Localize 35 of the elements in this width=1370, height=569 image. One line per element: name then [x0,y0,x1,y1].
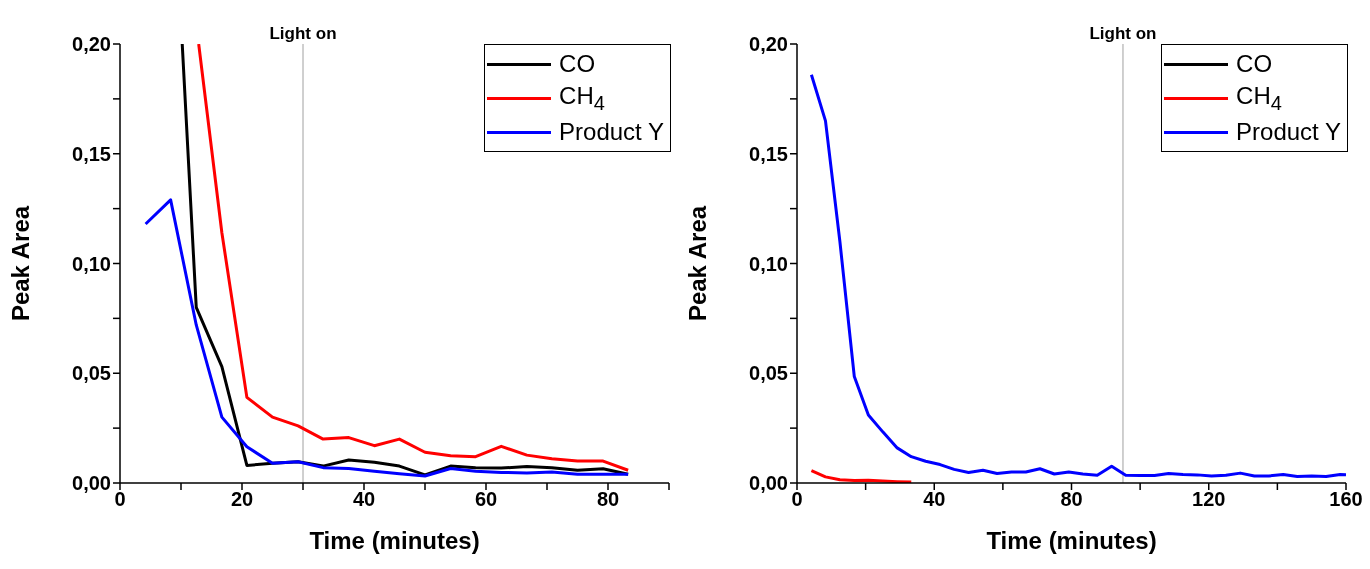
x-tick-label: 40 [352,488,376,511]
y-tick-label: 0,10 [749,252,788,275]
y-axis-title: Peak Area [683,205,711,322]
x-tick-label: 80 [1060,488,1083,511]
x-tick-label: 0 [791,488,803,511]
y-tick-label: 0,15 [749,142,788,165]
x-tick-label: 120 [1192,488,1226,511]
x-axis-title: Time (minutes) [986,527,1157,554]
y-tick-label: 0,20 [72,33,111,56]
x-tick-label: 0 [114,488,126,511]
y-tick-label: 0,20 [749,33,788,56]
legend-label: CH$_{4}$ [1236,81,1282,115]
x-tick-label: 60 [474,488,498,511]
legend-label: Product Y [1236,118,1341,146]
x-tick-label: 20 [230,488,254,511]
ref-line-label: Light on [269,24,337,43]
line-series [809,73,1346,478]
legend-label: CH$_{4}$ [559,81,605,115]
line-series [144,198,630,478]
y-tick-label: 0,15 [72,142,111,165]
y-axis-title: Peak Area [6,205,34,322]
x-tick-label: 40 [923,488,946,511]
line-series [809,469,913,483]
x-axis-title: Time (minutes) [309,527,480,554]
x-tick-label: 80 [596,488,620,511]
legend-label: CO [1236,50,1273,78]
ref-line-label: Light on [1089,24,1157,43]
y-tick-label: 0,00 [749,472,788,495]
legend-label: Product Y [559,118,664,146]
legend-label: CO [559,50,596,78]
y-tick-label: 0,00 [72,472,111,495]
y-tick-label: 0,05 [72,362,111,385]
y-tick-label: 0,05 [749,362,788,385]
x-tick-label: 160 [1329,488,1363,511]
y-tick-label: 0,10 [72,252,111,275]
